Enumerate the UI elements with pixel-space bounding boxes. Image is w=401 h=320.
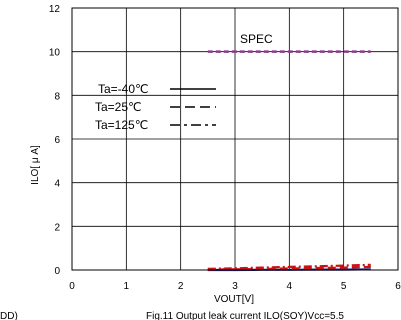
y-tick-label: 12	[49, 4, 61, 15]
x-axis-label: VOUT[V]	[214, 294, 254, 305]
y-tick-labels: 0 2 4 6 8 10 12	[49, 4, 61, 277]
y-tick-label: 4	[54, 179, 60, 190]
y-tick-label: 0	[54, 266, 60, 277]
x-tick-label: 5	[341, 281, 347, 292]
x-tick-label: 1	[124, 281, 130, 292]
x-tick-label: 0	[69, 281, 75, 292]
legend: Ta=-40℃ Ta=25℃ Ta=125℃	[95, 82, 216, 132]
x-tick-labels: 0 1 2 3 4 5 6	[69, 281, 401, 292]
legend-label-ta-minus40: Ta=-40℃	[98, 82, 149, 96]
y-tick-label: 6	[54, 135, 60, 146]
x-tick-label: 2	[178, 281, 184, 292]
spec-annotation: SPEC	[240, 32, 273, 46]
legend-label-ta-25: Ta=25℃	[95, 100, 142, 114]
y-tick-label: 2	[54, 222, 60, 233]
grid-lines	[72, 8, 398, 270]
y-axis-label: ILO[ μ A]	[30, 145, 41, 185]
y-tick-label: 10	[49, 48, 61, 59]
legend-label-ta-125: Ta=125℃	[95, 118, 148, 132]
caption-left: DD)	[0, 311, 18, 320]
series-line-3	[207, 263, 371, 270]
figure-caption: Fig.11 Output leak current ILO(SOY)Vcc=5…	[146, 311, 344, 320]
plot-frame	[71, 7, 399, 271]
y-tick-label: 8	[54, 91, 60, 102]
x-tick-label: 6	[395, 281, 401, 292]
x-tick-label: 4	[287, 281, 293, 292]
x-tick-label: 3	[232, 281, 238, 292]
